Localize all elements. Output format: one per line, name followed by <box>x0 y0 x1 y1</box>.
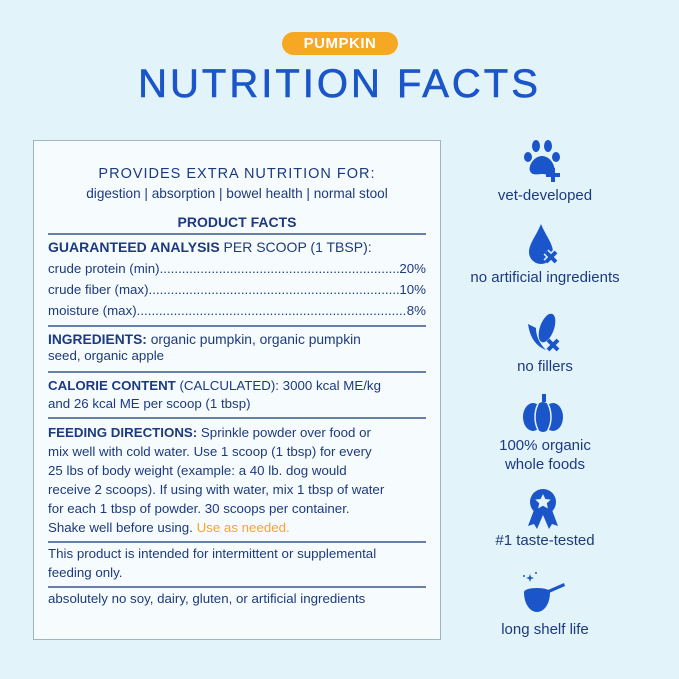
drop-x-icon <box>529 224 559 265</box>
page-title: NUTRITION FACTS <box>138 62 541 107</box>
analysis-row: crude protein (min).....................… <box>48 260 426 278</box>
ingredients-label: INGREDIENTS: <box>48 332 147 347</box>
divider <box>48 541 426 543</box>
pumpkin-icon <box>523 394 563 432</box>
paw-plus-icon <box>524 140 560 182</box>
dot-leader: ........................................… <box>136 303 407 318</box>
provides-list: digestion | absorption | bowel health | … <box>86 186 388 201</box>
feeding-text: for each 1 tbsp of powder. 30 scoops per… <box>48 501 350 516</box>
analysis-suffix: PER SCOOP (1 TBSP): <box>219 239 372 255</box>
analysis-heading: GUARANTEED ANALYSIS PER SCOOP (1 TBSP): <box>48 238 426 256</box>
feature-label: long shelf life <box>501 621 589 638</box>
intermittent-note: This product is intended for intermitten… <box>48 546 377 561</box>
feature-label: 100% organic <box>499 437 591 454</box>
feeding-text: receive 2 scoops). If using with water, … <box>48 482 385 497</box>
analysis-name: moisture (max) <box>48 303 137 318</box>
feature-label: whole foods <box>504 456 586 473</box>
feature-label: #1 taste-tested <box>495 532 595 549</box>
calorie-text: and 26 kcal ME per scoop (1 tbsp) <box>48 396 251 411</box>
feeding-text: Shake well before using. <box>48 520 197 535</box>
analysis-value: 20% <box>399 261 426 276</box>
pumpkin-badge: PUMPKIN <box>282 32 398 55</box>
analysis-name: crude protein (min) <box>48 261 160 276</box>
calorie-text: (CALCULATED): 3000 kcal ME/kg <box>175 378 381 393</box>
divider <box>48 233 426 235</box>
feature-label: no fillers <box>517 358 573 375</box>
feeding-directions: FEEDING DIRECTIONS: Sprinkle powder over… <box>48 424 426 442</box>
feeding-text: Shake well before using. Use as needed. <box>48 519 426 537</box>
dot-leader: ........................................… <box>159 261 400 276</box>
free-from-note: absolutely no soy, dairy, gluten, or art… <box>48 591 366 606</box>
divider <box>48 586 426 588</box>
analysis-value: 8% <box>406 303 426 318</box>
feeding-text: 25 lbs of body weight (example: a 40 lb.… <box>48 463 347 478</box>
ingredients: INGREDIENTS: organic pumpkin, organic pu… <box>48 331 426 349</box>
divider <box>48 325 426 327</box>
calorie-content: CALORIE CONTENT (CALCULATED): 3000 kcal … <box>48 377 426 395</box>
dot-leader: ........................................… <box>148 282 400 297</box>
ingredients-text: organic pumpkin, organic pumpkin <box>146 332 361 347</box>
provides-title: PROVIDES EXTRA NUTRITION FOR: <box>98 166 376 182</box>
divider <box>48 417 426 419</box>
intermittent-note: feeding only. <box>48 565 123 580</box>
product-facts-heading: PRODUCT FACTS <box>177 214 297 230</box>
divider <box>48 371 426 373</box>
analysis-row: moisture (max)..........................… <box>48 302 426 320</box>
feeding-label: FEEDING DIRECTIONS: <box>48 425 198 440</box>
feature-label: no artificial ingredients <box>470 269 620 286</box>
ingredients-text: seed, organic apple <box>48 348 165 363</box>
award-ribbon-icon <box>528 489 558 529</box>
feeding-text: Sprinkle powder over food or <box>197 425 371 440</box>
feeding-text: mix well with cold water. Use 1 scoop (1… <box>48 444 372 459</box>
analysis-name: crude fiber (max) <box>48 282 149 297</box>
analysis-value: 10% <box>399 282 426 297</box>
product-facts-panel: PROVIDES EXTRA NUTRITION FOR: digestion … <box>33 140 441 640</box>
scoop-sparkle-icon <box>523 572 565 612</box>
analysis-label: GUARANTEED ANALYSIS <box>48 239 220 255</box>
calorie-label: CALORIE CONTENT <box>48 378 176 393</box>
corn-x-icon <box>528 313 561 353</box>
use-as-needed: Use as needed. <box>196 520 290 535</box>
analysis-row: crude fiber (max).......................… <box>48 281 426 299</box>
feature-label: vet-developed <box>497 187 593 204</box>
